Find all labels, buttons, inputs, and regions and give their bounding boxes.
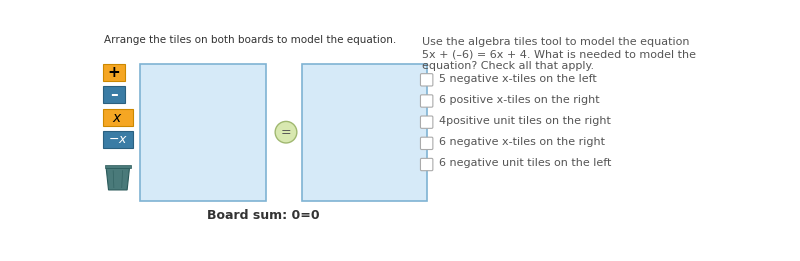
Text: =: = [281, 126, 291, 139]
FancyBboxPatch shape [302, 64, 427, 201]
Circle shape [275, 121, 297, 143]
FancyBboxPatch shape [103, 64, 125, 81]
Text: 5x + (–6) = 6x + 4. What is needed to model the: 5x + (–6) = 6x + 4. What is needed to mo… [422, 49, 696, 59]
Polygon shape [106, 168, 130, 190]
Text: +: + [107, 65, 120, 80]
FancyBboxPatch shape [140, 64, 266, 201]
FancyBboxPatch shape [103, 131, 133, 147]
Text: 6 positive x-tiles on the right: 6 positive x-tiles on the right [438, 95, 599, 105]
FancyBboxPatch shape [421, 95, 433, 107]
Text: Board sum: 0=0: Board sum: 0=0 [207, 209, 320, 222]
Text: 5 negative x-tiles on the left: 5 negative x-tiles on the left [438, 74, 597, 84]
Text: $x$: $x$ [113, 111, 123, 124]
FancyBboxPatch shape [103, 109, 133, 126]
Text: Use the algebra tiles tool to model the equation: Use the algebra tiles tool to model the … [422, 37, 689, 47]
Text: equation? Check all that apply.: equation? Check all that apply. [422, 61, 594, 71]
Text: –: – [110, 87, 118, 102]
Text: 6 negative x-tiles on the right: 6 negative x-tiles on the right [438, 137, 605, 147]
Text: 6 negative unit tiles on the left: 6 negative unit tiles on the left [438, 158, 611, 168]
FancyBboxPatch shape [103, 86, 125, 103]
Text: $-x$: $-x$ [108, 133, 128, 146]
FancyBboxPatch shape [421, 74, 433, 86]
FancyBboxPatch shape [421, 116, 433, 128]
Text: 4positive unit tiles on the right: 4positive unit tiles on the right [438, 116, 610, 126]
FancyBboxPatch shape [421, 137, 433, 150]
FancyBboxPatch shape [421, 158, 433, 171]
Text: Arrange the tiles on both boards to model the equation.: Arrange the tiles on both boards to mode… [104, 35, 396, 45]
FancyBboxPatch shape [105, 165, 131, 168]
